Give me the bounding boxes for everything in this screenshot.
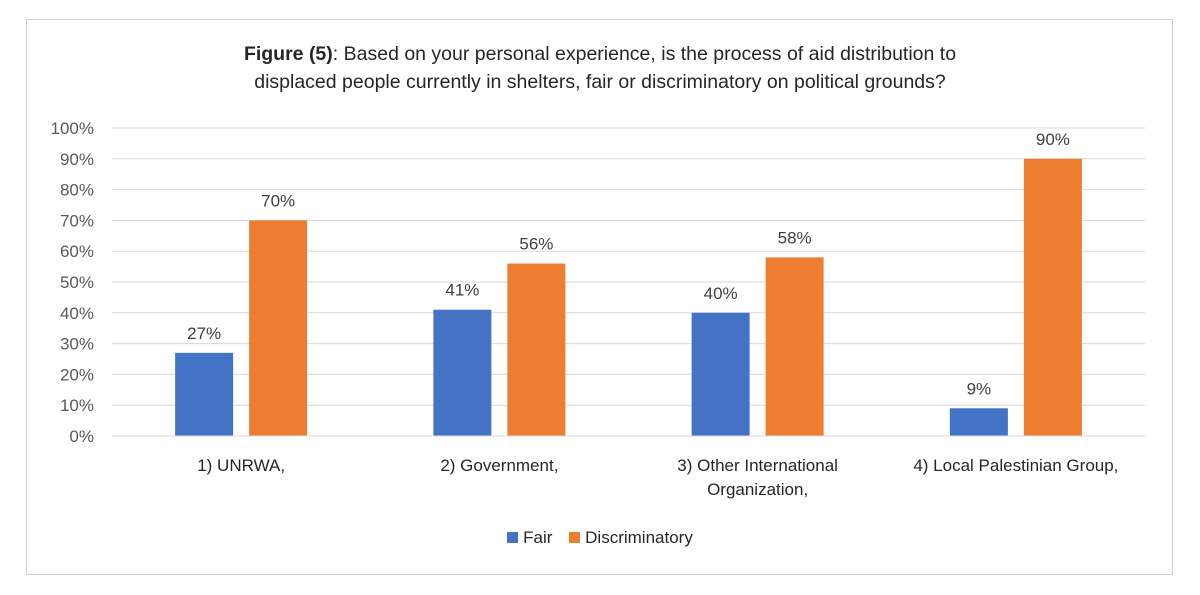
data-label: 58%	[778, 228, 812, 247]
chart-frame	[26, 19, 1173, 575]
data-label: 41%	[445, 281, 479, 300]
x-tick-label: Organization,	[707, 480, 808, 499]
legend-swatch-discriminatory	[569, 532, 581, 543]
y-tick-label: 90%	[60, 150, 94, 169]
y-tick-label: 30%	[60, 335, 94, 354]
chart-title-line2: displaced people currently in shelters, …	[254, 71, 946, 93]
y-tick-label: 100%	[51, 119, 94, 138]
y-tick-label: 60%	[60, 242, 94, 261]
legend-swatch-fair	[507, 532, 519, 543]
data-label: 9%	[967, 379, 992, 398]
y-tick-label: 40%	[60, 304, 94, 323]
y-tick-label: 70%	[60, 211, 94, 230]
legend-item-discriminatory: Discriminatory	[569, 528, 693, 548]
y-tick-label: 10%	[60, 396, 94, 415]
bar-fair	[949, 408, 1008, 436]
legend-label-discriminatory: Discriminatory	[585, 528, 693, 547]
data-label: 27%	[187, 324, 221, 343]
y-tick-label: 80%	[60, 181, 94, 200]
chart-title-line1: : Based on your personal experience, is …	[332, 43, 957, 65]
legend-item-fair: Fair	[507, 528, 552, 548]
bar-discriminatory	[249, 220, 308, 436]
bar-discriminatory	[765, 257, 824, 436]
x-tick-label: 2) Government,	[440, 456, 558, 475]
data-label: 70%	[261, 191, 295, 210]
x-tick-label: 3) Other International	[677, 456, 838, 475]
bar-fair	[175, 352, 234, 436]
data-label: 56%	[519, 235, 553, 254]
data-label: 40%	[704, 284, 738, 303]
x-tick-label: 4) Local Palestinian Group,	[913, 456, 1118, 475]
legend-label-fair: Fair	[523, 528, 553, 547]
chart-title-bold: Figure (5)	[243, 43, 333, 65]
y-tick-label: 50%	[60, 273, 94, 292]
y-tick-label: 0%	[69, 427, 94, 446]
bar-fair	[433, 309, 492, 436]
bar-discriminatory	[1023, 158, 1082, 437]
data-label: 90%	[1036, 130, 1070, 149]
legend: Fair Discriminatory	[0, 528, 1200, 548]
bar-fair	[691, 312, 750, 436]
chart-title: Figure (5): Based on your personal exper…	[0, 40, 1200, 96]
x-tick-label: 1) UNRWA,	[197, 456, 285, 475]
y-tick-label: 20%	[60, 365, 94, 384]
bar-discriminatory	[507, 263, 566, 436]
